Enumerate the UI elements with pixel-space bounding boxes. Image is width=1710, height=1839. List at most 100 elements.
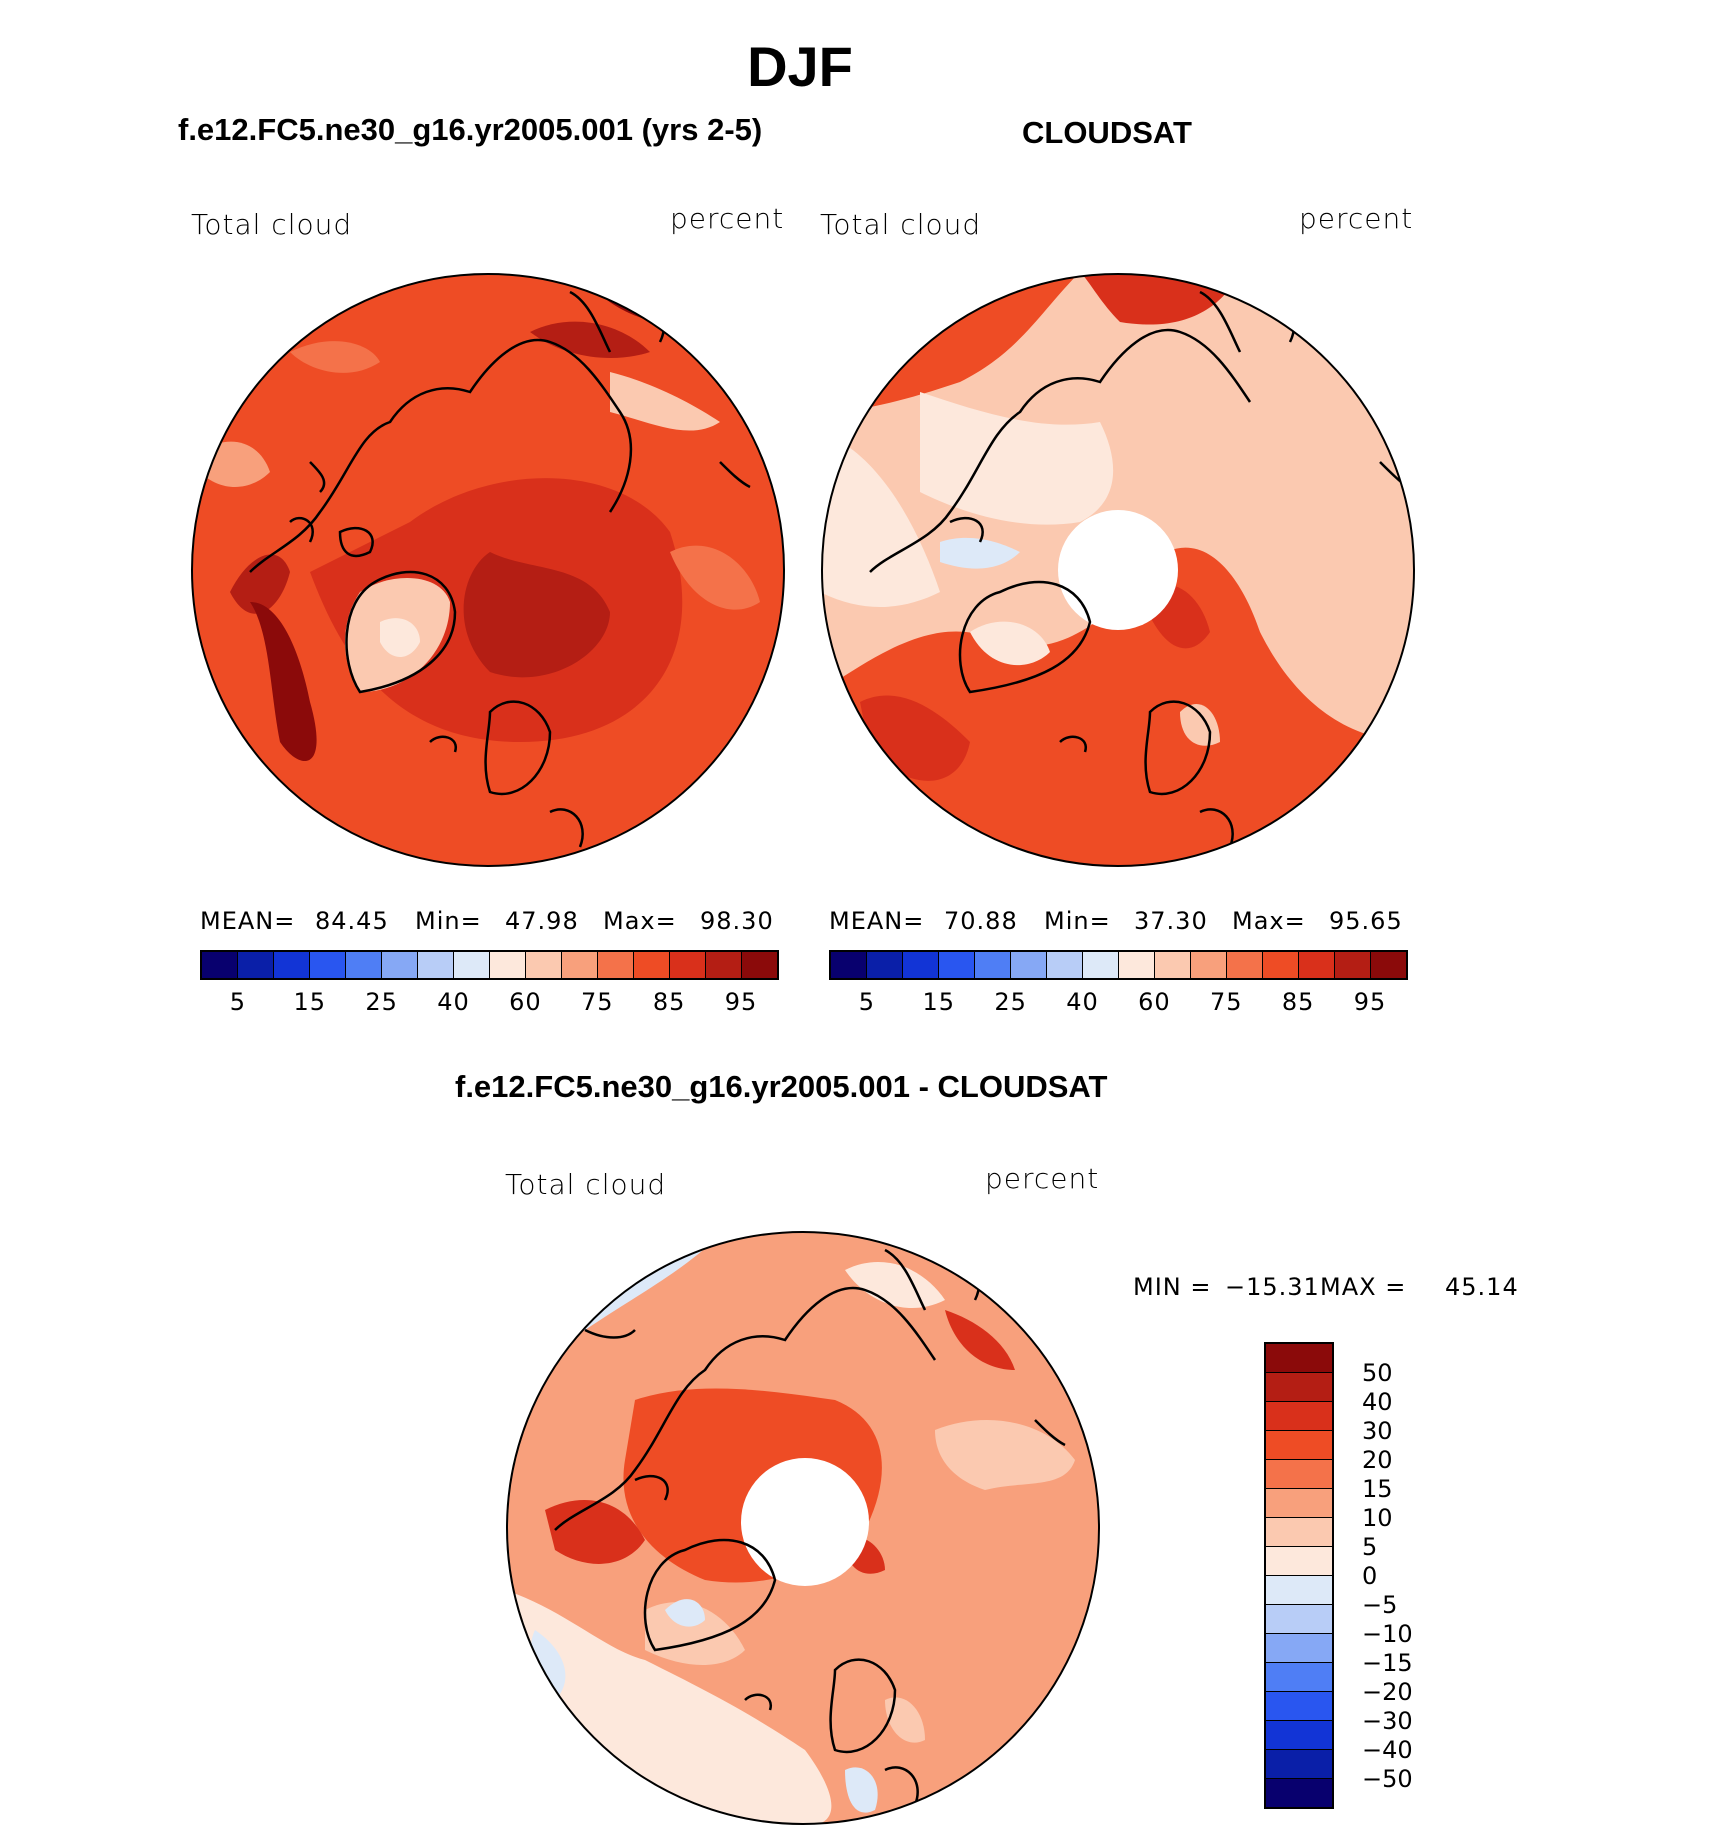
model-mean-label: MEAN= (200, 907, 296, 935)
colorbar-tick-label: 85 (652, 988, 686, 1016)
colorbar-tick-label: 25 (994, 988, 1027, 1016)
colorbar-tick-label: 30 (1362, 1417, 1393, 1445)
colorbar-tick-label: 5 (229, 988, 247, 1016)
colorbar-swatch (975, 952, 1011, 978)
colorbar-swatch (1266, 1634, 1332, 1663)
obs-title: CLOUDSAT (1022, 115, 1192, 150)
colorbar-tick-label: 0 (1362, 1562, 1378, 1590)
colorbar-tick-label: 40 (437, 988, 470, 1016)
colorbar-tick-label: 95 (724, 988, 758, 1016)
colorbar-tick-label: 10 (1362, 1504, 1393, 1532)
diff-title: f.e12.FC5.ne30_g16.yr2005.001 - CLOUDSAT (455, 1069, 1108, 1104)
colorbar-tick-label: 5 (1362, 1533, 1378, 1561)
colorbar-swatch (1266, 1721, 1332, 1750)
colorbar-swatch (382, 952, 418, 978)
obs-polar-map (821, 273, 1415, 867)
colorbar-swatch (202, 952, 238, 978)
obs-min-value: 37.30 (1134, 907, 1208, 935)
colorbar-swatch (1263, 952, 1299, 978)
colorbar-swatch (1335, 952, 1371, 978)
colorbar-tick-label: 25 (365, 988, 398, 1016)
colorbar-swatch (1371, 952, 1406, 978)
colorbar-swatch (1266, 1750, 1332, 1779)
diff-min-label: MIN = (1133, 1273, 1212, 1301)
colorbar-swatch (1155, 952, 1191, 978)
colorbar-tick-label: 75 (1210, 988, 1243, 1016)
colorbar-tick-label: −40 (1362, 1736, 1413, 1764)
diff-units-label: percent (985, 1162, 1100, 1195)
obs-min-label: Min= (1044, 907, 1111, 935)
obs-mean-label: MEAN= (829, 907, 925, 935)
colorbar-swatch (1266, 1605, 1332, 1634)
colorbar-tick-label: −20 (1362, 1678, 1413, 1706)
diff-max-value: 45.14 (1445, 1273, 1519, 1301)
colorbar-swatch (598, 952, 634, 978)
colorbar-tick-label: 15 (293, 988, 327, 1016)
colorbar-swatch (939, 952, 975, 978)
obs-max-value: 95.65 (1329, 907, 1403, 935)
model-min-label: Min= (415, 907, 482, 935)
colorbar-swatch (454, 952, 490, 978)
model-variable-label: Total cloud (191, 208, 353, 241)
obs-units-label: percent (1299, 202, 1414, 235)
model-max-label: Max= (603, 907, 677, 935)
colorbar-swatch (1266, 1663, 1332, 1692)
obs-colorbar (829, 950, 1408, 980)
colorbar-swatch (1119, 952, 1155, 978)
colorbar-swatch (1266, 1431, 1332, 1460)
figure-title: DJF (747, 35, 853, 98)
colorbar-tick-label: 5 (858, 988, 876, 1016)
colorbar-swatch (634, 952, 670, 978)
colorbar-swatch (1047, 952, 1083, 978)
colorbar-tick-label: 85 (1281, 988, 1315, 1016)
colorbar-tick-label: 40 (1066, 988, 1099, 1016)
colorbar-swatch (1266, 1779, 1332, 1807)
obs-variable-label: Total cloud (820, 208, 982, 241)
diff-min-value: −15.31 (1225, 1273, 1320, 1301)
colorbar-swatch (238, 952, 274, 978)
colorbar-tick-label: −5 (1362, 1591, 1398, 1619)
colorbar-swatch (1266, 1692, 1332, 1721)
colorbar-swatch (1266, 1489, 1332, 1518)
colorbar-swatch (1299, 952, 1335, 978)
colorbar-swatch (903, 952, 939, 978)
colorbar-swatch (1011, 952, 1047, 978)
colorbar-swatch (1191, 952, 1227, 978)
colorbar-tick-label: 15 (1362, 1475, 1393, 1503)
colorbar-tick-label: −30 (1362, 1707, 1413, 1735)
colorbar-swatch (1266, 1576, 1332, 1605)
colorbar-swatch (1266, 1402, 1332, 1431)
colorbar-swatch (526, 952, 562, 978)
colorbar-tick-label: 75 (581, 988, 614, 1016)
model-case-title: f.e12.FC5.ne30_g16.yr2005.001 (yrs 2-5) (178, 112, 763, 147)
colorbar-swatch (706, 952, 742, 978)
colorbar-tick-label: 50 (1362, 1359, 1393, 1387)
colorbar-tick-label: 60 (509, 988, 542, 1016)
colorbar-swatch (490, 952, 526, 978)
colorbar-swatch (310, 952, 346, 978)
colorbar-swatch (274, 952, 310, 978)
colorbar-swatch (1266, 1460, 1332, 1489)
model-max-value: 98.30 (700, 907, 774, 935)
diff-max-label: MAX = (1320, 1273, 1407, 1301)
model-min-value: 47.98 (505, 907, 579, 935)
colorbar-swatch (346, 952, 382, 978)
colorbar-swatch (670, 952, 706, 978)
obs-mean-value: 70.88 (944, 907, 1018, 935)
colorbar-swatch (742, 952, 777, 978)
colorbar-swatch (867, 952, 903, 978)
colorbar-swatch (1266, 1373, 1332, 1402)
colorbar-tick-label: 60 (1138, 988, 1171, 1016)
colorbar-tick-label: −15 (1362, 1649, 1413, 1677)
colorbar-swatch (1266, 1547, 1332, 1576)
colorbar-swatch (1266, 1518, 1332, 1547)
colorbar-swatch (562, 952, 598, 978)
obs-max-label: Max= (1232, 907, 1306, 935)
colorbar-swatch (1227, 952, 1263, 978)
diff-colorbar (1264, 1342, 1334, 1809)
colorbar-tick-label: 95 (1353, 988, 1387, 1016)
model-polar-map (191, 273, 785, 867)
colorbar-tick-label: 40 (1362, 1388, 1393, 1416)
model-colorbar (200, 950, 779, 980)
colorbar-tick-label: −10 (1362, 1620, 1413, 1648)
